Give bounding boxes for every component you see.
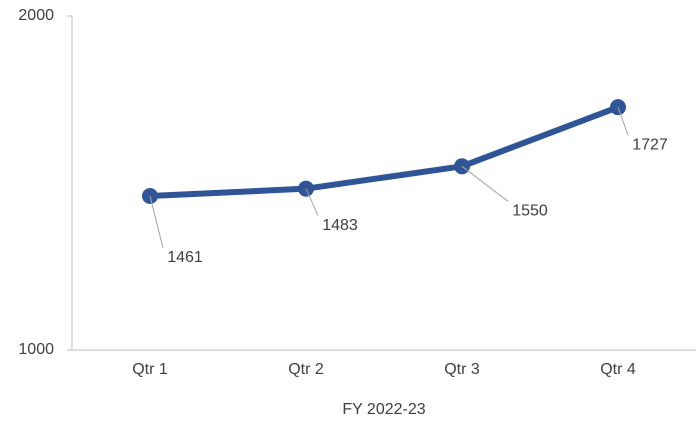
y-tick-label: 1000	[18, 341, 54, 358]
x-tick-label: Qtr 1	[132, 361, 168, 378]
data-label: 1461	[167, 249, 203, 266]
data-label: 1483	[322, 217, 358, 234]
x-tick-label: Qtr 3	[444, 361, 480, 378]
x-axis-label: FY 2022-23	[342, 401, 425, 418]
leader-line	[149, 195, 164, 249]
x-tick-label: Qtr 4	[600, 361, 636, 378]
leader-line	[305, 188, 319, 216]
data-label: 1727	[632, 136, 668, 153]
x-tick-label: Qtr 2	[288, 361, 324, 378]
leader-line	[617, 107, 629, 136]
y-tick-label: 2000	[18, 7, 54, 24]
line	[149, 104, 620, 200]
data-label: 1550	[512, 203, 548, 220]
leader-line	[461, 165, 509, 202]
